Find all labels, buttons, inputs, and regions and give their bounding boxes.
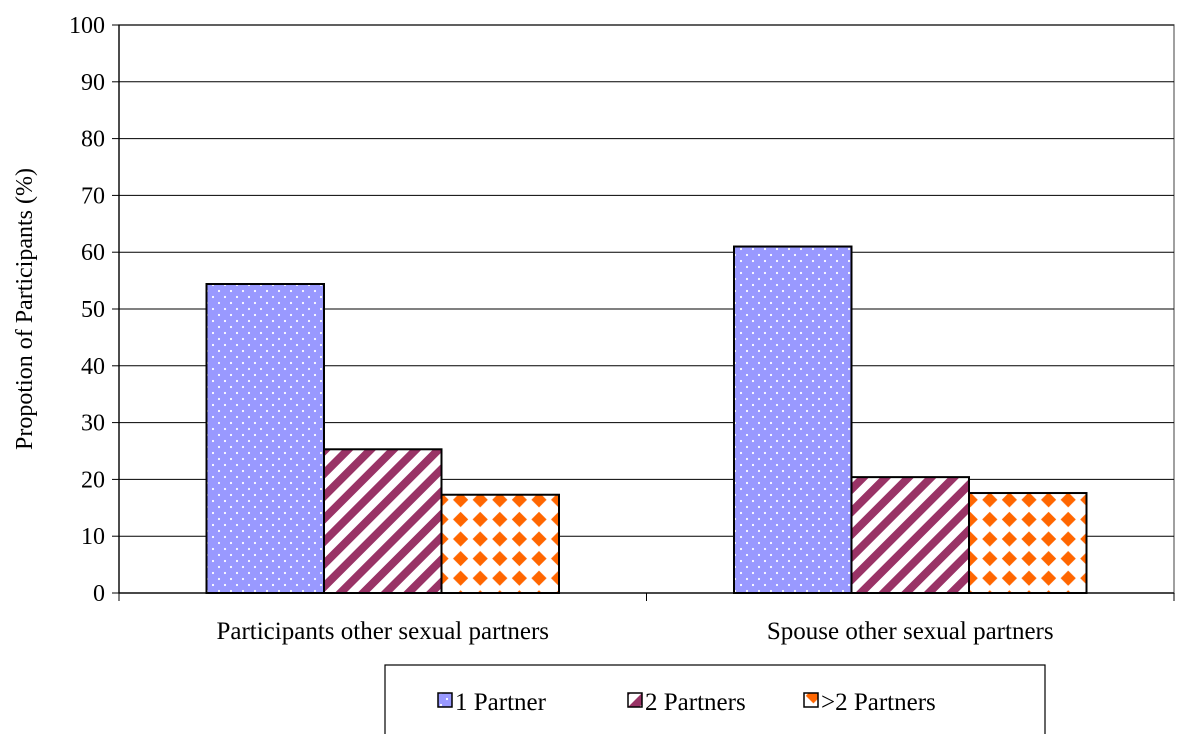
y-tick-label: 50 xyxy=(81,297,105,323)
legend-label: 2 Partners xyxy=(645,689,746,716)
y-axis-title: Propotion of Participants (%) xyxy=(12,168,38,450)
bar[interactable] xyxy=(440,493,560,594)
y-tick-label: 10 xyxy=(81,524,105,550)
y-tick-label: 20 xyxy=(81,467,105,493)
x-axis: Participants other sexual partners Spouse… xyxy=(118,592,1175,645)
y-tick-label: 80 xyxy=(81,127,105,153)
legend-label: >2 Partners xyxy=(821,689,936,716)
legend-swatch xyxy=(803,692,819,708)
legend[interactable]: 1 Partner 2 Partners >2 Partners xyxy=(384,664,1046,734)
y-tick-label: 30 xyxy=(81,411,105,437)
x-category-label: Spouse other sexual partners xyxy=(767,618,1054,645)
bar[interactable] xyxy=(850,476,970,594)
y-tick-label: 40 xyxy=(81,354,105,380)
bar[interactable] xyxy=(323,448,443,594)
legend-swatch xyxy=(627,692,643,708)
legend-label: 1 Partner xyxy=(455,689,547,716)
bar[interactable] xyxy=(205,283,325,594)
y-tick-label: 60 xyxy=(81,240,105,266)
x-category-label: Participants other sexual partners xyxy=(216,618,549,645)
legend-swatch xyxy=(437,692,453,708)
y-tick-label: 90 xyxy=(81,70,105,96)
y-tick-label: 0 xyxy=(93,581,105,607)
y-tick-label: 70 xyxy=(81,183,105,209)
legend-frame xyxy=(384,664,1046,734)
bars xyxy=(205,245,1088,595)
bar[interactable] xyxy=(733,245,853,595)
y-axis: 0 10 20 30 40 50 60 70 80 90 100 xyxy=(69,13,120,607)
bar[interactable] xyxy=(968,492,1088,595)
y-tick-label: 100 xyxy=(69,13,105,39)
